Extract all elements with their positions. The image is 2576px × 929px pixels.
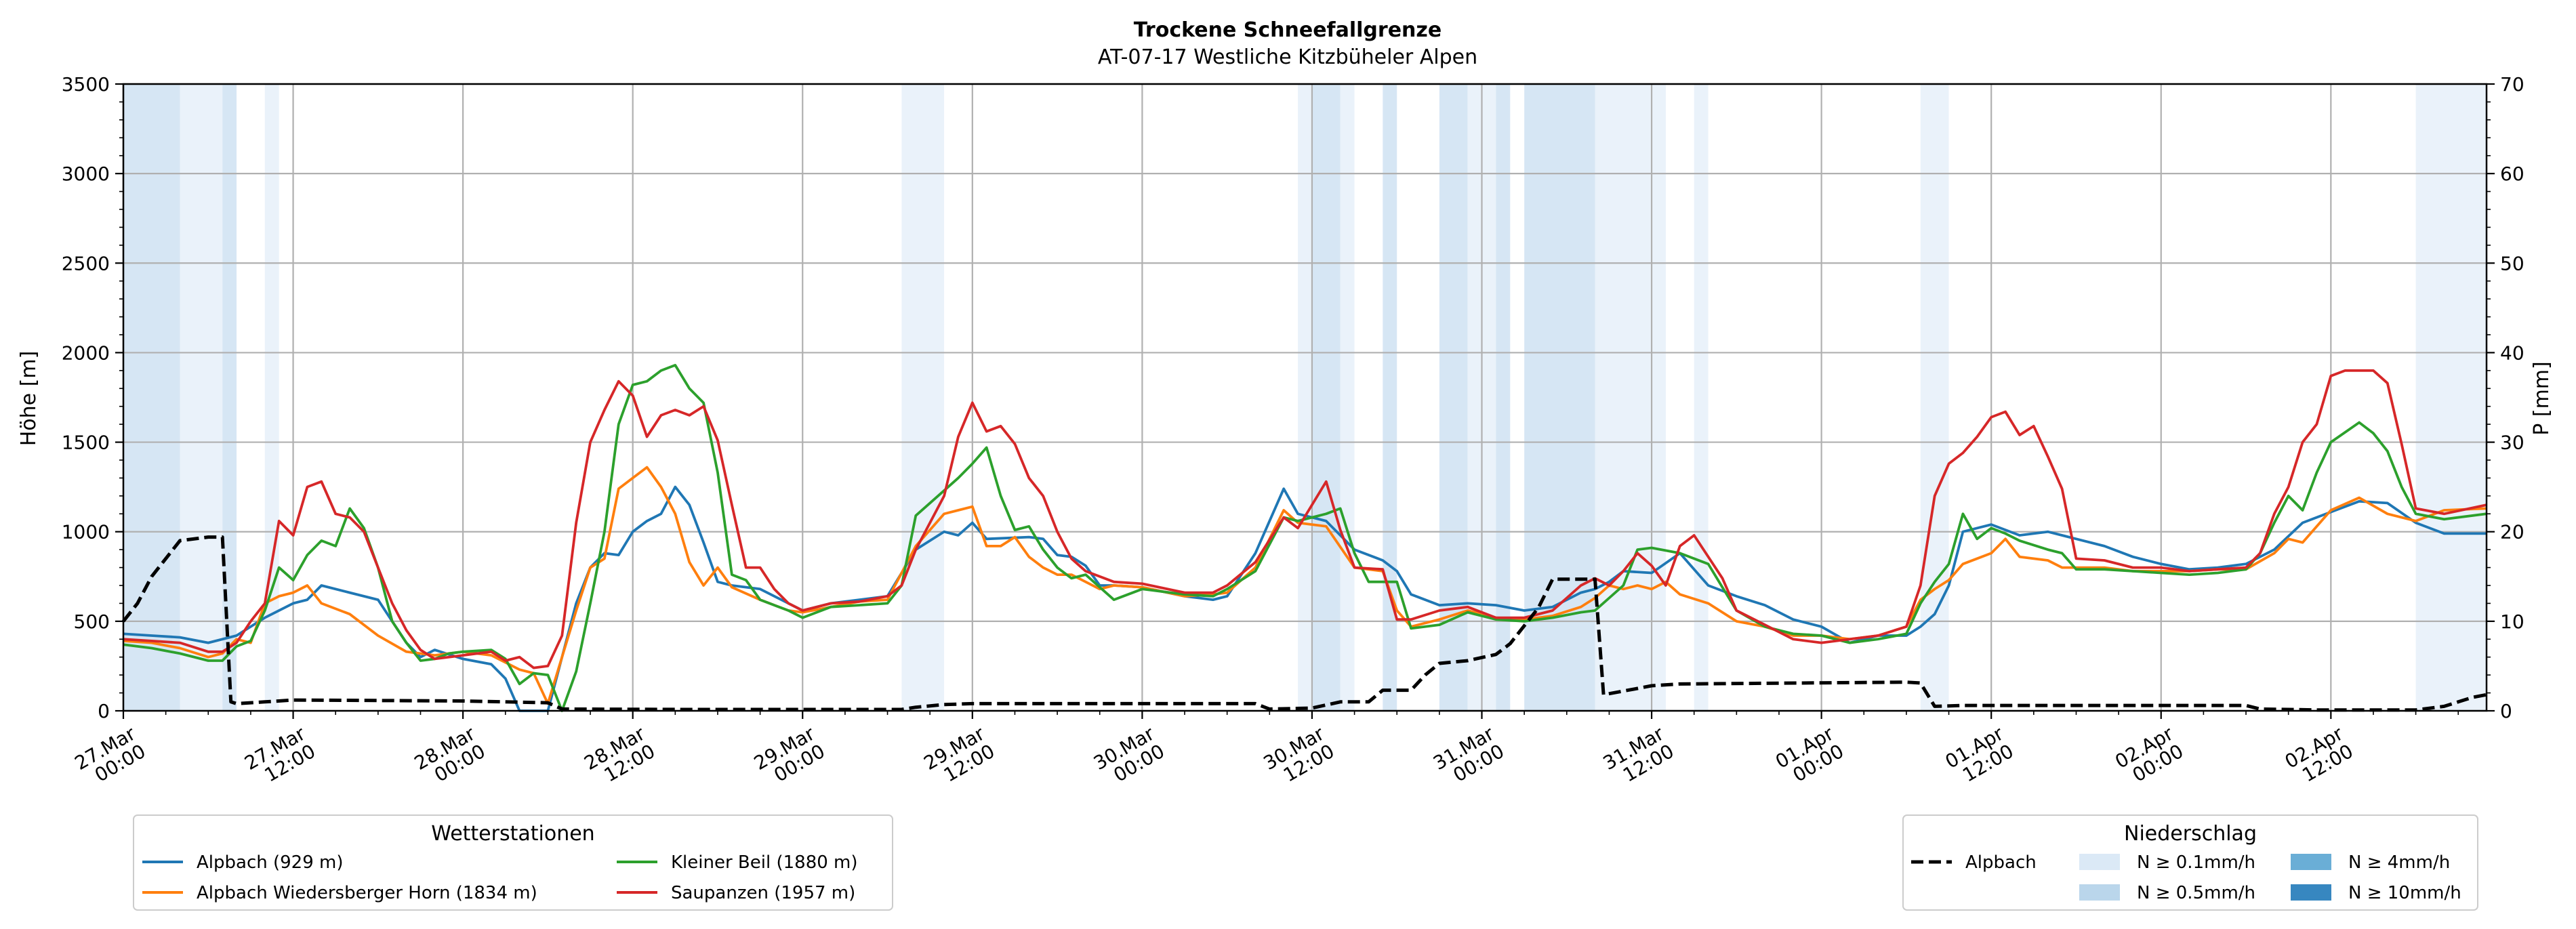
y-tick-label: 3500 (62, 73, 110, 96)
precip-band (1595, 84, 1666, 711)
precip-band (1383, 84, 1397, 711)
y-right-tick-label: 40 (2500, 342, 2524, 364)
y-tick-label: 3000 (62, 163, 110, 185)
y-right-tick-label: 50 (2500, 252, 2524, 274)
precip-band (901, 84, 945, 711)
legend-stations: Wetterstationen Alpbach (929 m) Alpbach W… (133, 814, 893, 911)
legend-precip-swatch (2291, 884, 2331, 901)
y-tick-label: 500 (74, 611, 110, 633)
precip-band (1920, 84, 1949, 711)
legend-station-label: Saupanzen (1957 m) (671, 883, 855, 903)
legend-precip-label: N ≥ 0.1mm/h (2137, 852, 2255, 873)
legend-precip-label: N ≥ 10mm/h (2348, 883, 2461, 903)
y-right-tick-label: 0 (2500, 700, 2512, 722)
legend-stations-frame (133, 814, 893, 911)
legend-precip-swatch (2291, 854, 2331, 870)
legend-station-label: Alpbach (929 m) (197, 852, 344, 873)
y-axis-label-right: P [mm] (2530, 361, 2554, 435)
y-tick-label: 1000 (62, 521, 110, 543)
y-tick-label: 2000 (62, 342, 110, 364)
precip-band (1298, 84, 1312, 711)
legend-precip: Niederschlag Alpbach N ≥ 0.1mm/h N ≥ 0.5mm… (1902, 814, 2478, 911)
y-tick-label: 1500 (62, 432, 110, 454)
precip-band (2415, 84, 2487, 711)
legend-stations-title: Wetterstationen (431, 822, 594, 846)
chart-subtitle: AT-07-17 Westliche Kitzbüheler Alpen (1098, 45, 1477, 69)
legend-station-label: Alpbach Wiedersberger Horn (1834 m) (197, 883, 537, 903)
plot-frame (122, 83, 2488, 712)
precip-band (1311, 84, 1341, 711)
legend-precip-label: N ≥ 4mm/h (2348, 852, 2450, 873)
y-right-tick-label: 10 (2500, 611, 2524, 633)
legend-precip-label: N ≥ 0.5mm/h (2137, 883, 2255, 903)
y-tick-label: 2500 (62, 252, 110, 274)
chart-title: Trockene Schneefallgrenze (1134, 18, 1442, 42)
legend-station-label: Kleiner Beil (1880 m) (671, 852, 858, 873)
legend-precip-swatch (2079, 884, 2120, 901)
legend-precip-swatch (2079, 854, 2120, 870)
series-line-alpbach (122, 535, 2487, 712)
precip-band (1694, 84, 1709, 711)
legend-precip-frame (1902, 814, 2478, 911)
precip-band (180, 84, 223, 711)
y-right-tick-label: 20 (2500, 521, 2524, 543)
legend-precip-line-label: Alpbach (1965, 852, 2037, 873)
precip-band (1496, 84, 1511, 711)
legend-precip-title: Niederschlag (2124, 822, 2257, 846)
axes: 0 500 1000 1500 2000 2500 3000 3500 0 10 20 30 40 50 6… (62, 73, 2524, 787)
precip-bands (123, 84, 2487, 711)
series-line-saupanzen-1957-m (123, 369, 2487, 669)
precip-band (123, 84, 180, 711)
y-right-tick-label: 30 (2500, 432, 2524, 454)
y-axis-label: Höhe [m] (17, 351, 41, 447)
y-tick-label: 0 (98, 700, 110, 722)
series-lines (122, 364, 2487, 712)
precip-band (264, 84, 279, 711)
precip-band (1340, 84, 1355, 711)
y-right-tick-label: 70 (2500, 73, 2524, 96)
y-right-tick-label: 60 (2500, 163, 2524, 185)
series-line-kleiner-beil-1880-m (123, 364, 2487, 712)
precip-band (222, 84, 237, 711)
